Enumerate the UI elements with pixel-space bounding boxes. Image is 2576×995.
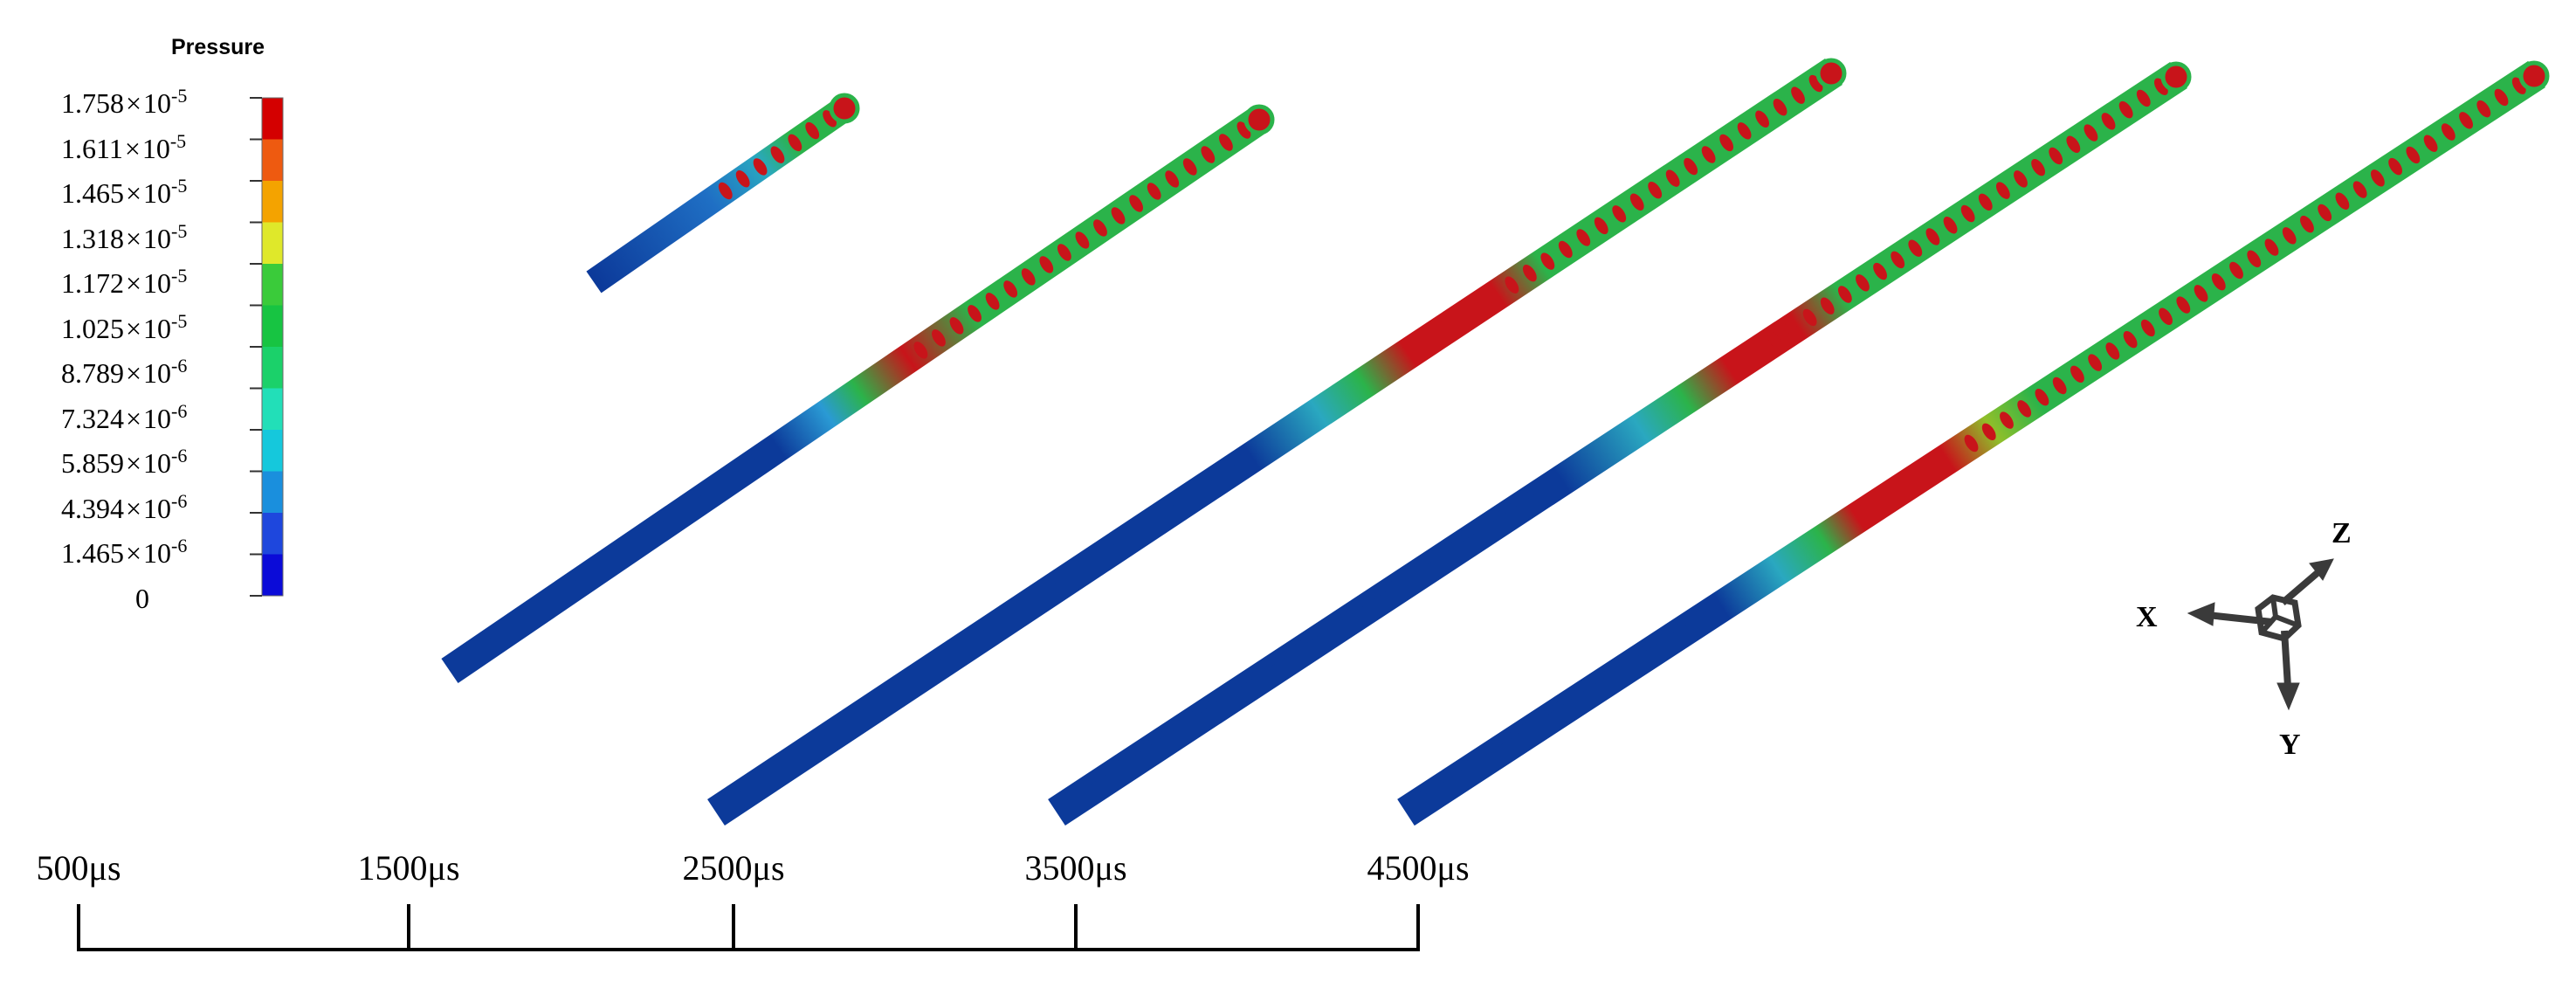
colorbar-segment <box>262 264 283 306</box>
colorbar-segment <box>262 98 283 140</box>
nozzle-tip <box>1815 58 1847 89</box>
colorbar-segment <box>262 305 283 348</box>
colorbar-segment <box>262 181 283 223</box>
nozzle-tip <box>1243 104 1275 135</box>
nozzle-tip <box>2518 60 2550 92</box>
legend-label: 1.465×10-6 <box>61 535 188 569</box>
axis-label-z: Z <box>2331 517 2352 549</box>
spray-jet <box>441 104 1275 684</box>
legend-label: 0 <box>135 582 149 614</box>
timeline-label: 500μs <box>36 848 121 888</box>
axis-z-line <box>2280 568 2322 606</box>
colorbar-segment <box>262 222 283 265</box>
timeline-label: 3500μs <box>1024 848 1127 888</box>
legend-label: 1.318×10-5 <box>61 219 188 254</box>
axis-label-y: Y <box>2279 729 2301 761</box>
legend-label: 8.789×10-6 <box>61 355 188 389</box>
legend-label: 5.859×10-6 <box>61 445 188 479</box>
spray-jet <box>1397 60 2550 826</box>
spray-jet <box>1048 61 2192 826</box>
legend-label: 1.465×10-5 <box>61 175 188 209</box>
legend-label: 7.324×10-6 <box>61 399 188 434</box>
axis-z-arrow <box>2309 558 2334 581</box>
legend-label: 1.172×10-5 <box>61 265 188 299</box>
nozzle-tip <box>2160 61 2192 93</box>
colorbar-segment <box>262 139 283 182</box>
axis-x-arrow <box>2187 602 2215 626</box>
colorbar-segment <box>262 471 283 514</box>
legend-label: 4.394×10-6 <box>61 489 188 524</box>
timeline-label: 1500μs <box>357 848 460 888</box>
colorbar-segment <box>262 513 283 555</box>
colorbar-segment <box>262 388 283 431</box>
spray-jet <box>707 58 1847 826</box>
spray-jet <box>586 93 860 294</box>
legend-title: Pressure <box>171 35 265 59</box>
colorbar-segment <box>262 430 283 472</box>
legend-label: 1.025×10-5 <box>61 309 188 344</box>
legend-label: 1.758×10-5 <box>61 85 188 119</box>
axis-y-arrow <box>2276 682 2300 711</box>
colorbar-segment <box>262 347 283 389</box>
legend-colorbar <box>250 97 284 597</box>
timeline-label: 4500μs <box>1367 848 1470 888</box>
axis-label-x: X <box>2136 601 2158 633</box>
colorbar-segment <box>262 554 283 597</box>
timeline-label: 2500μs <box>682 848 785 888</box>
legend-label: 1.611×10-5 <box>61 129 187 164</box>
nozzle-tip <box>829 93 860 124</box>
